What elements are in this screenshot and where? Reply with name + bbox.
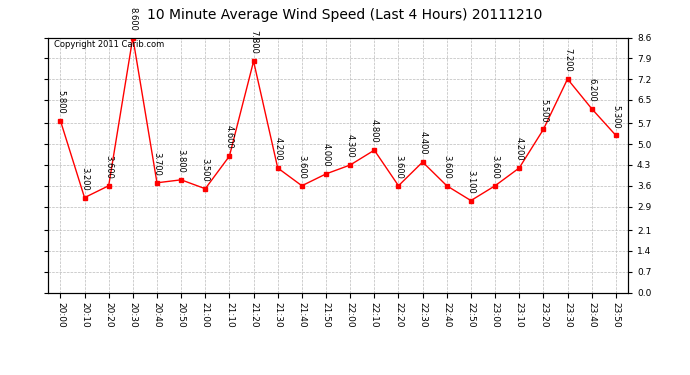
Text: 4.600: 4.600 (225, 125, 234, 149)
Text: 3.600: 3.600 (394, 155, 403, 179)
Text: 3.800: 3.800 (177, 149, 186, 173)
Text: 3.500: 3.500 (201, 158, 210, 182)
Text: 8.600: 8.600 (128, 7, 137, 30)
Text: 10 Minute Average Wind Speed (Last 4 Hours) 20111210: 10 Minute Average Wind Speed (Last 4 Hou… (147, 9, 543, 22)
Text: 3.200: 3.200 (80, 167, 89, 190)
Text: 4.200: 4.200 (515, 137, 524, 161)
Text: 4.400: 4.400 (418, 132, 427, 155)
Text: 7.800: 7.800 (249, 30, 258, 54)
Text: 5.800: 5.800 (56, 90, 65, 114)
Text: 4.800: 4.800 (370, 120, 379, 143)
Text: 7.200: 7.200 (563, 48, 572, 72)
Text: Copyright 2011 Carib.com: Copyright 2011 Carib.com (54, 40, 164, 49)
Text: 5.300: 5.300 (611, 105, 620, 128)
Text: 3.700: 3.700 (152, 152, 161, 176)
Text: 4.000: 4.000 (322, 143, 331, 167)
Text: 6.200: 6.200 (587, 78, 596, 102)
Text: 3.600: 3.600 (442, 155, 451, 179)
Text: 4.200: 4.200 (273, 137, 282, 161)
Text: 3.600: 3.600 (297, 155, 306, 179)
Text: 3.100: 3.100 (466, 170, 475, 194)
Text: 5.500: 5.500 (539, 99, 548, 123)
Text: 4.300: 4.300 (346, 134, 355, 158)
Text: 3.600: 3.600 (104, 155, 113, 179)
Text: 3.600: 3.600 (491, 155, 500, 179)
